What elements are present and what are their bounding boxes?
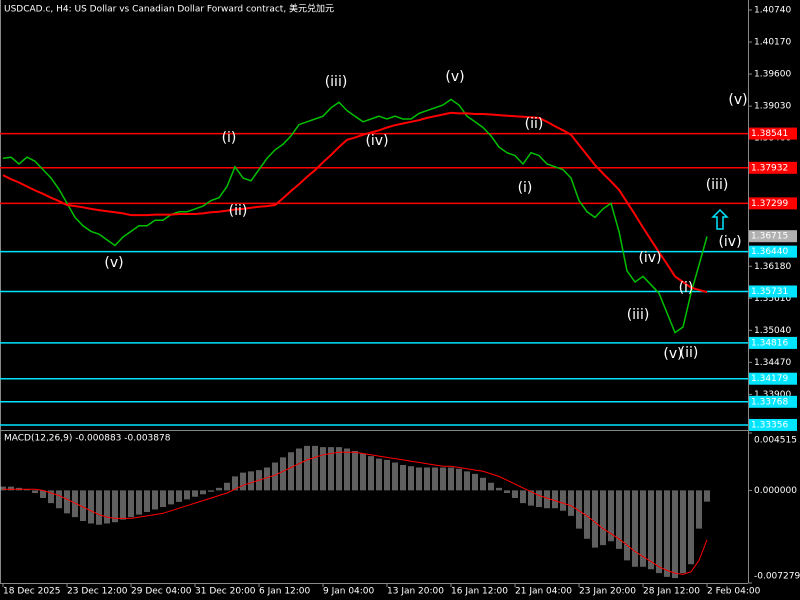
level-label-box: [749, 285, 797, 298]
x-tick-label: 18 Dec 2025: [3, 587, 61, 597]
level-label-box: [749, 395, 797, 408]
y-tick-label: 0.004515: [754, 436, 797, 446]
price-line: [2, 98, 708, 334]
last-price-label: 1.36715: [751, 232, 788, 242]
y-tick-label: 1.40740: [754, 6, 791, 16]
wave-label: (v): [663, 346, 682, 362]
level-label: 1.37932: [751, 163, 788, 173]
level-label: 1.33356: [751, 420, 788, 430]
x-tick-label: 6 Jan 12:00: [259, 587, 311, 597]
level-label: 1.36440: [751, 247, 788, 257]
macd-title: MACD(12,26,9) -0.000883 -0.003878: [4, 434, 171, 444]
level-label-box: [749, 161, 797, 174]
level-label: 1.37299: [751, 199, 788, 209]
level-label: 1.35731: [751, 287, 788, 297]
wave-label: (iv): [638, 250, 661, 266]
level-label-box: [749, 245, 797, 258]
wave-label: (iii): [706, 177, 729, 193]
up-arrow: [711, 208, 729, 230]
x-tick-label: 13 Jan 20:00: [387, 587, 444, 597]
x-tick-label: 28 Jan 12:00: [643, 587, 700, 597]
wave-label: (i): [679, 280, 694, 296]
level-label-box: [749, 418, 797, 431]
x-tick-label: 9 Jan 04:00: [323, 587, 375, 597]
y-tick-label: 1.36180: [754, 262, 791, 272]
signal-line: [3, 451, 708, 575]
moving-average: [2, 111, 708, 294]
x-tick-label: 23 Dec 12:00: [67, 587, 128, 597]
level-label-box: [749, 127, 797, 140]
wave-label: (ii): [680, 345, 699, 361]
level-label-box: [749, 372, 797, 385]
y-tick-label: 1.39030: [754, 102, 791, 112]
wave-label: (iv): [718, 234, 741, 250]
macd-window: [0, 445, 710, 579]
wave-label: (iii): [627, 307, 650, 323]
wave-label: (v): [104, 255, 123, 271]
x-tick-label: 2 Feb 04:00: [707, 587, 761, 597]
x-tick-label: 21 Jan 04:00: [515, 587, 572, 597]
price-window: (v)(i)(ii)(iii)(iv)(v)(ii)(i)(iii)(iv)(v…: [2, 69, 748, 362]
y-tick-label: -0.007279: [754, 572, 800, 582]
level-label-box: [749, 197, 797, 210]
wave-label: (iv): [365, 133, 388, 149]
last-price-box: [749, 230, 797, 243]
y-tick-label: 1.34470: [754, 358, 791, 368]
y-tick-label: 1.33900: [754, 390, 791, 400]
x-tick-label: 16 Jan 12:00: [451, 587, 508, 597]
x-tick-label: 23 Jan 20:00: [579, 587, 636, 597]
y-tick-label: 1.40170: [754, 38, 791, 48]
x-tick-label: 31 Dec 20:00: [195, 587, 256, 597]
wave-label: (v): [728, 92, 747, 108]
chart-title: USDCAD.c, H4: US Dollar vs Canadian Doll…: [4, 3, 334, 15]
y-tick-label: 1.35040: [754, 326, 791, 336]
wave-label: (iii): [325, 74, 348, 90]
level-label: 1.34816: [751, 338, 788, 348]
axes: 1.407401.401701.396001.390301.384601.378…: [2, 6, 800, 597]
level-label: 1.38541: [751, 129, 788, 139]
level-label-box: [749, 336, 797, 349]
wave-label: (ii): [525, 116, 544, 132]
wave-label: (ii): [229, 203, 248, 219]
wave-label: (i): [222, 130, 237, 146]
wave-label: (i): [518, 180, 533, 196]
level-label: 1.33768: [751, 397, 788, 407]
y-tick-label: 1.35610: [754, 294, 791, 304]
x-tick-label: 29 Dec 04:00: [131, 587, 192, 597]
level-label: 1.34179: [751, 374, 788, 384]
y-tick-label: 0.000000: [754, 486, 797, 496]
levels: [0, 132, 748, 426]
wave-label: (v): [445, 69, 464, 85]
y-tick-label: 1.39600: [754, 70, 791, 80]
